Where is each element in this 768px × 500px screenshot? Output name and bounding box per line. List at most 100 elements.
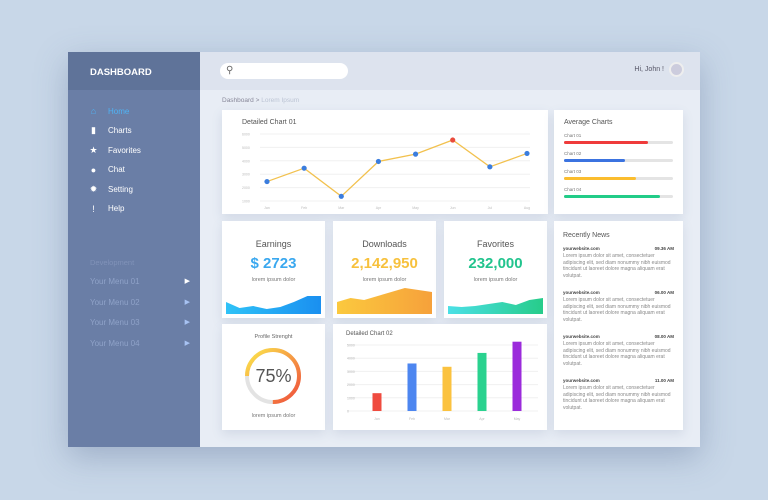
star-icon: ★ [89,144,98,155]
progress-ring [245,348,301,404]
news-item[interactable]: yourwebsite.com 08.00 AM Lorem ipsum dolor… [563,334,674,367]
bar[interactable] [442,366,452,411]
y-tick-label: 1000 [347,396,355,400]
x-tick-label: Apr [376,206,382,210]
x-tick-label: May [412,206,419,210]
menu-label: Your Menu 02 [90,297,140,307]
dev-menu-item[interactable]: Your Menu 01 ▶ [90,277,190,286]
x-tick-label: Feb [301,206,307,210]
news-source[interactable]: yourwebsite.com [563,378,600,383]
x-tick-label: Jan [264,206,270,210]
data-point[interactable] [301,165,307,171]
bar-fill [564,159,626,162]
search-input[interactable]: ⚲ [220,63,348,79]
average-bar: Chart 02 [564,151,673,162]
y-tick-label: 2000 [347,383,355,387]
average-bar: Chart 03 [564,169,673,180]
y-tick-label: 5000 [242,146,250,150]
sparkline-fill [337,288,432,314]
sidebar-item-setting[interactable]: ✹ Setting [88,182,133,196]
sparkline-area [226,296,321,314]
section-label: Development [90,258,135,267]
bar[interactable] [407,363,417,411]
line-chart-card: Detailed Chart 01 1000 2000 3000 4000 5000 60… [222,110,548,214]
profile-strength-card: Profile Strenght 75% lorem ipsum dolor [222,324,325,430]
gear-icon: ✹ [89,183,98,194]
bar[interactable] [372,393,382,411]
sparkline-fill [226,296,321,314]
news-item[interactable]: yourwebsite.com 09.36 AM Lorem ipsum dolor… [563,246,674,279]
bar-fill [564,195,660,198]
average-charts-card: Average Charts Chart 01 Chart 02 Chart 03 C… [554,110,683,214]
app-title: DASHBOARD [68,52,200,90]
data-point[interactable] [450,137,456,143]
data-point[interactable] [412,151,419,157]
progress-ring-fill [245,348,301,404]
home-icon: ⌂ [90,106,97,116]
news-item[interactable]: yourwebsite.com 06.00 AM Lorem ipsum dolor… [563,290,674,323]
menu-label: Your Menu 01 [90,277,140,286]
news-text: Lorem ipsum dolor sit amet, consectetuer… [563,297,671,323]
dev-menu-item[interactable]: Your Menu 04 ▶ [90,339,190,348]
chart-title: Detailed Chart 02 [346,331,393,337]
data-point[interactable] [264,178,270,185]
dev-menu-item[interactable]: Your Menu 02 ▶ [90,298,190,307]
menu-label: Your Menu 04 [90,338,140,348]
sidebar-item-favorites[interactable]: ★ Favorites [88,143,141,157]
sidebar-item-charts[interactable]: ▮ Charts [88,124,132,138]
stat-value: 232,000 [468,255,523,272]
bar[interactable] [512,341,522,411]
y-tick-label: 4000 [242,159,250,163]
stat-card-downloads: Downloads 2,142,950 lorem ipsum dolor [333,221,436,318]
stat-subtext: lorem ipsum dolor [473,277,518,283]
stat-label: Earnings [255,239,292,249]
x-tick-label: Jun [450,206,456,210]
bar-label: Chart 03 [564,169,582,174]
bar-chart-icon: ▮ [91,125,96,135]
profile-subtext: lorem ipsum dolor [251,413,296,419]
bar-track [564,195,673,198]
stat-card-favorites: Favorites 232,000 lorem ipsum dolor [444,221,547,318]
y-tick-label: 2000 [242,186,250,190]
breadcrumb-separator: > [253,97,262,104]
average-bar: Chart 01 [564,133,673,144]
news-time: 11.00 AM [654,378,674,383]
news-source[interactable]: yourwebsite.com [563,246,600,251]
bar-track [564,141,673,144]
sidebar-item-label: Favorites [108,145,141,155]
data-point[interactable] [338,193,344,199]
news-source[interactable]: yourwebsite.com [563,290,600,295]
search-icon: ⚲ [226,65,234,76]
breadcrumb-root[interactable]: Dashboard [222,97,254,104]
card-title: Average Charts [564,119,613,126]
data-point[interactable] [487,164,493,170]
news-time: 08.00 AM [654,334,674,339]
y-tick-label: 4000 [347,357,355,361]
stat-value: 2,142,950 [351,255,418,272]
user-menu[interactable]: Hi, John ! [634,62,684,77]
sidebar-item-label: Home [108,106,130,116]
data-point[interactable] [375,158,382,165]
stat-value: $ 2723 [250,255,297,272]
data-point[interactable] [524,150,530,157]
sidebar-item-chat[interactable]: ● Chat [88,163,125,177]
news-item[interactable]: yourwebsite.com 11.00 AM Lorem ipsum dolor… [563,378,674,411]
x-tick-label: Mar [444,417,451,421]
news-source[interactable]: yourwebsite.com [563,334,600,339]
line-chart: 1000 2000 3000 4000 5000 6000 Jan Feb Mar Apr May J… [242,133,530,211]
sidebar-item-label: Chat [108,165,125,174]
top-bar: ⚲ Hi, John ! [200,52,700,90]
dev-menu-item[interactable]: Your Menu 03 ▶ [90,318,190,327]
x-tick-label: Apr [479,417,485,421]
bar-label: Chart 04 [564,187,582,192]
stat-card-earnings: Earnings $ 2723 lorem ipsum dolor [222,221,325,318]
sidebar-item-label: Charts [108,126,132,135]
play-arrow-icon: ▶ [184,298,190,306]
sidebar-item-help[interactable]: ! Help [88,202,124,216]
sidebar-item-home[interactable]: ⌂ Home [88,104,130,118]
avatar[interactable] [669,62,684,77]
average-bar: Chart 04 [564,187,673,198]
y-tick-label: 6000 [242,133,250,137]
bar[interactable] [477,352,487,411]
sparkline-area [448,298,543,314]
